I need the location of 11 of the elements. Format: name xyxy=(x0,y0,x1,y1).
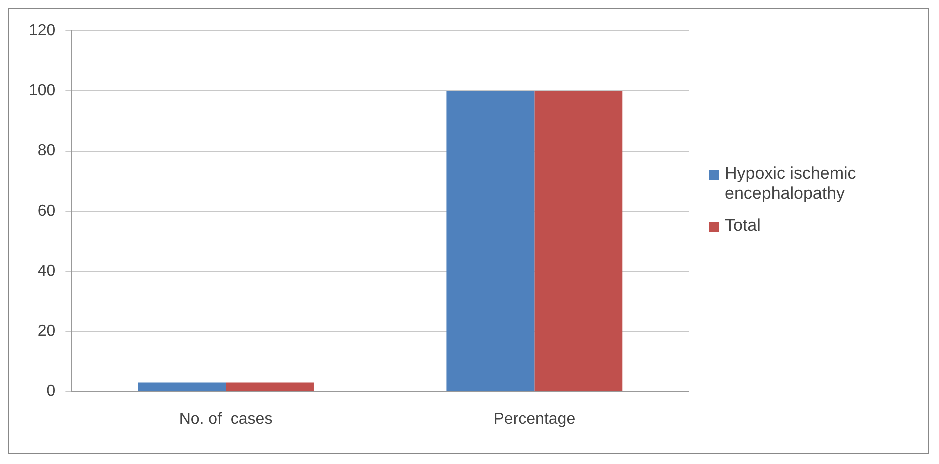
y-tick-label: 120 xyxy=(28,22,56,40)
y-tick-label: 60 xyxy=(38,202,56,220)
x-tick-label: Percentage xyxy=(494,410,576,428)
y-tick-label: 20 xyxy=(38,323,56,340)
y-tick-label: 0 xyxy=(46,383,56,400)
y-tick-label: 40 xyxy=(38,262,56,280)
legend-label: Total xyxy=(725,216,762,236)
legend-label: Hypoxic ischemic encephalopathy xyxy=(725,164,858,204)
y-tick-label: 100 xyxy=(28,82,56,100)
x-tick-label: No. of cases xyxy=(179,410,273,428)
y-tick-label: 80 xyxy=(38,142,56,160)
